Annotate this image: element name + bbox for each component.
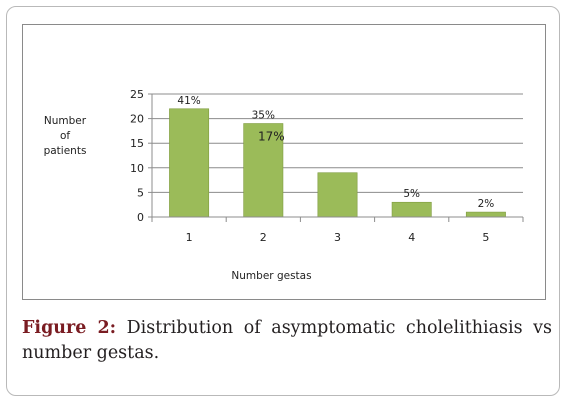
figure-caption: Figure 2: Distribution of asymptomatic c…: [22, 316, 552, 366]
y-tick-label: 5: [137, 186, 144, 199]
y-axis-title-line: Number: [44, 115, 87, 127]
data-label: 5%: [403, 188, 420, 200]
x-tick-label: 4: [408, 231, 415, 244]
bar-1: [169, 108, 210, 218]
bar-chart: 0 5 10 15 20 25 1 41% 2 35% 3 4 5% 5 2% 17% Number gesta…: [44, 88, 524, 282]
x-tick-label: 3: [334, 231, 341, 244]
y-axis-title-line: patients: [44, 145, 87, 157]
x-tick-label: 5: [482, 231, 489, 244]
y-tick-label: 20: [130, 113, 144, 126]
bar-4: [391, 201, 432, 218]
figure-label: Figure 2:: [22, 318, 117, 338]
x-axis-title: Number gestas: [231, 270, 311, 282]
y-tick-label: 10: [130, 162, 144, 175]
figure-caption-text: Distribution of asymptomatic cholelithia…: [22, 318, 552, 363]
y-axis-title: Number of patients: [44, 115, 87, 157]
data-label: 41%: [177, 95, 200, 107]
bar-5: [465, 211, 506, 218]
bar-2: [243, 123, 284, 218]
x-tick-label: 1: [186, 231, 193, 244]
chart-area: 0 5 10 15 20 25 1 41% 2 35% 3 4 5% 5 2% 17% Number gesta…: [22, 24, 546, 300]
y-axis-title-line: of: [60, 130, 70, 142]
y-tick-label: 25: [130, 88, 144, 101]
annotation-label: 17%: [258, 130, 285, 144]
y-tick-label: 0: [137, 211, 144, 224]
data-label: 35%: [252, 110, 275, 122]
data-label: 2%: [478, 198, 495, 210]
bar-3: [317, 172, 358, 218]
y-tick-label: 15: [130, 137, 144, 150]
x-tick-label: 2: [260, 231, 267, 244]
